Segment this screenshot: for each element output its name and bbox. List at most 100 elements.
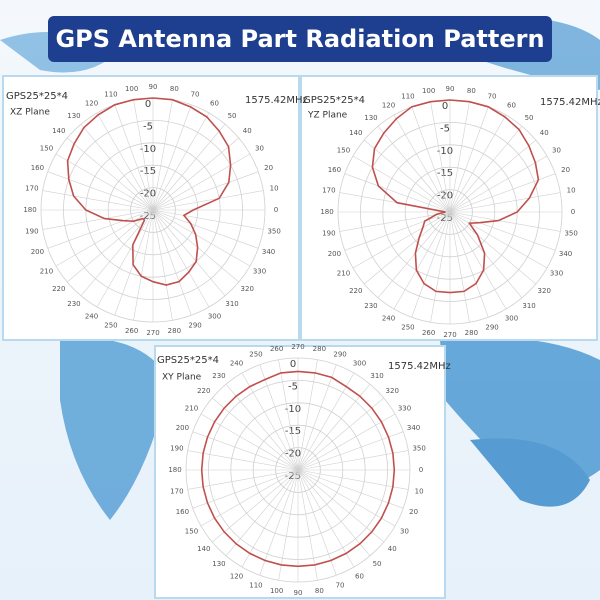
angle-label: 150 <box>40 145 53 153</box>
r-tick-label: -20 <box>285 449 301 460</box>
r-tick-label: -15 <box>140 166 156 177</box>
grid-spoke <box>364 139 451 213</box>
grid-spoke <box>297 372 355 471</box>
grid-spoke <box>47 171 154 211</box>
angle-label: 30 <box>552 147 561 155</box>
grid-spoke <box>152 112 210 211</box>
angle-label: 160 <box>31 164 44 172</box>
grid-spoke <box>152 209 226 296</box>
grid-spoke <box>133 209 154 321</box>
angle-label: 10 <box>270 185 279 193</box>
grid-spoke <box>152 104 192 211</box>
grid-spoke <box>241 372 299 471</box>
grid-spoke <box>152 137 239 211</box>
grid-spoke <box>344 211 451 251</box>
angle-label: 0 <box>571 208 575 216</box>
angle-label: 330 <box>253 268 266 276</box>
angle-label: 60 <box>355 573 364 581</box>
angle-label: 40 <box>540 129 549 137</box>
grid-spoke <box>352 211 451 269</box>
angle-label: 300 <box>505 315 518 323</box>
angle-label: 100 <box>270 587 283 595</box>
grid-spoke <box>449 211 470 323</box>
r-tick-label: -25 <box>437 213 453 224</box>
grid-spoke <box>377 126 451 213</box>
angle-label: 270 <box>291 343 304 351</box>
r-tick-label: -5 <box>440 123 450 134</box>
r-tick-label: -25 <box>285 471 301 482</box>
angle-label: 40 <box>243 127 252 135</box>
grid-spoke <box>449 211 536 285</box>
angle-label: 70 <box>336 582 345 590</box>
grid-spoke <box>67 137 154 211</box>
angle-label: 280 <box>313 345 326 353</box>
pattern-line <box>200 370 396 568</box>
angle-label: 100 <box>125 85 138 93</box>
grid-spoke <box>114 104 154 211</box>
grid-spoke <box>152 209 173 321</box>
page-title: GPS Antenna Part Radiation Pattern <box>55 25 544 53</box>
r-tick-label: -20 <box>437 191 453 202</box>
angle-label: 90 <box>149 83 158 91</box>
angle-label: 90 <box>294 589 303 597</box>
angle-label: 260 <box>270 345 283 353</box>
angle-label: 0 <box>274 206 278 214</box>
grid-spoke <box>352 155 451 213</box>
grid-spoke <box>200 469 299 527</box>
r-tick-label: 0 <box>145 99 151 110</box>
r-tick-label: -10 <box>140 144 156 155</box>
grid-spoke <box>449 101 470 213</box>
angle-label: 270 <box>443 331 456 339</box>
angle-label: 220 <box>52 285 65 293</box>
angle-label: 170 <box>25 185 38 193</box>
angle-label: 240 <box>85 313 98 321</box>
angle-label: 80 <box>467 87 476 95</box>
grid-spoke <box>212 469 299 543</box>
angle-label: 170 <box>170 487 183 495</box>
angle-label: 200 <box>31 248 44 256</box>
angle-label: 210 <box>40 268 53 276</box>
grid-spoke <box>55 209 154 267</box>
angle-label: 150 <box>337 147 350 155</box>
angle-label: 250 <box>104 322 117 330</box>
r-tick-label: -5 <box>288 381 298 392</box>
grid-spoke <box>411 211 451 318</box>
grid-spoke <box>152 209 192 316</box>
angle-label: 290 <box>333 350 346 358</box>
grid-spoke <box>393 211 451 310</box>
grid-spoke <box>152 209 251 267</box>
grid-spoke <box>297 469 384 543</box>
angle-label: 320 <box>241 285 254 293</box>
pattern-line <box>371 99 540 294</box>
r-tick-label: 0 <box>290 359 296 370</box>
angle-label: 70 <box>191 90 200 98</box>
angle-label: 110 <box>104 90 117 98</box>
angle-label: 320 <box>538 287 551 295</box>
grid-spoke <box>449 106 489 213</box>
grid-spoke <box>430 101 451 213</box>
angle-label: 60 <box>210 99 219 107</box>
angle-label: 330 <box>398 405 411 413</box>
grid-spoke <box>339 211 451 232</box>
grid-spoke <box>449 155 548 213</box>
r-tick-label: -15 <box>285 426 301 437</box>
angle-label: 100 <box>422 87 435 95</box>
angle-label: 200 <box>176 424 189 432</box>
angle-label: 340 <box>262 248 275 256</box>
angle-label: 20 <box>264 164 273 172</box>
angle-label: 210 <box>337 270 350 278</box>
grid-spoke <box>449 114 507 213</box>
grid-spoke <box>449 126 523 213</box>
grid-spoke <box>449 211 523 298</box>
angle-label: 30 <box>400 528 409 536</box>
angle-label: 20 <box>409 508 418 516</box>
angle-label: 280 <box>465 329 478 337</box>
grid-spoke <box>152 209 239 283</box>
grid-spoke <box>259 364 299 471</box>
grid-spoke <box>96 112 154 211</box>
angle-label: 230 <box>364 302 377 310</box>
chart-subtitle: YZ Plane <box>307 111 348 121</box>
grid-spoke <box>297 469 355 568</box>
grid-spoke <box>449 192 561 213</box>
